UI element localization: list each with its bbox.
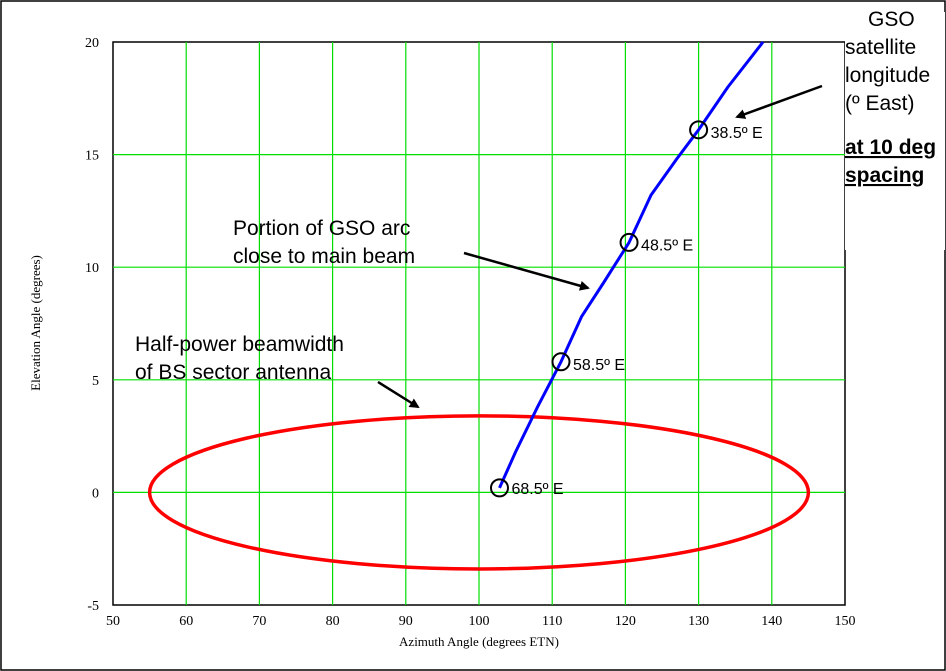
satellite-marker-label-1: 58.5º E xyxy=(573,357,625,374)
x-tick-label: 140 xyxy=(761,614,782,629)
x-tick-label: 130 xyxy=(688,614,709,629)
y-tick-label: 5 xyxy=(92,374,99,389)
x-tick-label: 150 xyxy=(835,614,856,629)
y-tick-label: 10 xyxy=(85,261,99,276)
beam-ellipse-layer xyxy=(147,414,811,571)
satellite-marker-1 xyxy=(551,352,571,372)
x-tick-label: 110 xyxy=(542,614,562,629)
beam-label-line-2: of BS sector antenna xyxy=(135,361,331,384)
x-tick-label: 50 xyxy=(106,614,120,629)
arc-label-arrow xyxy=(463,251,590,291)
gso-label-arrow xyxy=(735,84,823,119)
gso-label-line-1: GSO xyxy=(868,8,915,31)
gso-label-line-4: (º East) xyxy=(845,92,915,115)
satellite-marker-2 xyxy=(619,232,639,252)
satellite-marker-label-2: 48.5º E xyxy=(641,237,693,254)
gso-label-background xyxy=(845,12,945,250)
satellite-marker-3 xyxy=(689,120,709,140)
x-tick-label: 80 xyxy=(326,614,340,629)
y-tick-labels: -5 0 5 10 15 20 xyxy=(85,36,99,614)
x-axis-label: Azimuth Angle (degrees ETN) xyxy=(399,634,559,649)
y-tick-label: -5 xyxy=(87,599,99,614)
gso-label-line-3: longitude xyxy=(845,64,930,87)
beam-ellipse xyxy=(147,414,811,571)
y-tick-label: 15 xyxy=(85,149,99,164)
gso-label: GSO satellite longitude (º East) at 10 d… xyxy=(845,8,936,187)
satellite-markers: 68.5º E 58.5º E 48.5º E 38.5º E xyxy=(489,120,763,498)
beam-label-arrow xyxy=(377,380,420,409)
gso-label-line-2: satellite xyxy=(845,36,916,59)
x-tick-label: 90 xyxy=(399,614,413,629)
beam-label: Half-power beamwidth of BS sector antenn… xyxy=(135,333,344,384)
arc-label-line-2: close to main beam xyxy=(233,245,415,268)
beam-label-line-1: Half-power beamwidth xyxy=(135,333,344,356)
y-tick-label: 20 xyxy=(85,36,99,51)
x-tick-label: 60 xyxy=(179,614,193,629)
satellite-marker-label-3: 38.5º E xyxy=(711,125,763,142)
satellite-marker-label-0: 68.5º E xyxy=(511,481,563,498)
spacing-label-line-1: at 10 deg xyxy=(845,136,936,159)
grid-lines xyxy=(113,42,845,605)
x-tick-label: 100 xyxy=(469,614,490,629)
x-tick-label: 70 xyxy=(252,614,266,629)
x-tick-label: 120 xyxy=(615,614,636,629)
y-tick-label: 0 xyxy=(92,486,99,501)
spacing-label-line-2: spacing xyxy=(845,164,924,187)
y-axis-label: Elevation Angle (degrees) xyxy=(28,255,43,391)
satellite-marker-0 xyxy=(489,478,509,498)
arc-label: Portion of GSO arc close to main beam xyxy=(233,217,415,268)
arc-label-line-1: Portion of GSO arc xyxy=(233,217,410,240)
x-tick-labels: 50 60 70 80 90 100 110 120 130 140 150 xyxy=(106,614,856,629)
